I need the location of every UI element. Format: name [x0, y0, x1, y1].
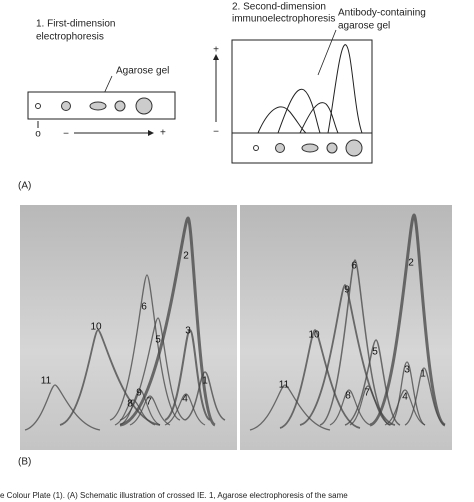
peak-label: 8: [345, 391, 351, 402]
peak-label: 10: [90, 322, 102, 333]
peak-label: 2: [408, 258, 414, 269]
peak-label: 6: [141, 302, 147, 313]
axis-minus: −: [213, 127, 219, 138]
panel-label: (A): [18, 181, 31, 192]
gel-photo: [240, 205, 452, 450]
peak-label: 9: [136, 388, 142, 399]
well: [253, 145, 259, 151]
step2-line: 2. Second-dimension: [232, 2, 326, 13]
precipitate-arc: [164, 328, 211, 421]
peak-label: 1: [202, 376, 208, 387]
spot: [301, 143, 319, 153]
spot: [275, 143, 285, 153]
peak-label: 5: [372, 347, 378, 358]
gel-photo: [20, 205, 237, 450]
peak-label: 8: [127, 399, 133, 410]
pointer: [317, 29, 337, 76]
spot: [326, 142, 338, 154]
peak-label: 5: [155, 335, 161, 346]
precipitate-arc: [164, 393, 206, 426]
precipitate-arc: [119, 317, 186, 421]
minus-label: −: [63, 129, 69, 140]
spot: [114, 100, 126, 112]
peak-label: 11: [41, 376, 52, 387]
spot: [345, 139, 363, 157]
peak-label: 3: [404, 365, 410, 376]
step1-line: electrophoresis: [36, 32, 104, 43]
peak-label: 11: [279, 380, 290, 391]
origin-label: o: [35, 129, 41, 140]
caption: e Colour Plate (1). (A) Schematic illust…: [0, 491, 348, 500]
precipitate-arc: [384, 389, 426, 426]
precipitate: [327, 44, 363, 134]
precipitate-arc: [404, 367, 446, 426]
precipitate-arc: [319, 259, 391, 426]
precipitate-arc: [24, 384, 101, 431]
left-peak-labels: 2 3 1 6 5 10 11 9 8 7 4: [41, 251, 208, 410]
panel-a-step2: 2. Second-dimension immunoelectrophoresi…: [213, 2, 426, 164]
axis-plus: +: [213, 45, 219, 56]
precipitate-arc: [114, 399, 156, 426]
antibody-line: Antibody-containing: [338, 8, 426, 19]
step1-line: 1. First-dimension: [36, 19, 115, 30]
precipitate: [257, 106, 307, 134]
precipitate-arcs: [24, 213, 446, 431]
well: [35, 103, 41, 109]
antibody-line: agarose gel: [338, 21, 390, 32]
precipitate-arc: [349, 385, 391, 426]
precipitate-arc: [329, 389, 371, 426]
peak-label: 1: [420, 369, 426, 380]
precipitate-arc: [344, 339, 401, 426]
peak-label: 6: [351, 261, 357, 272]
peak-label: 7: [364, 388, 370, 399]
arrow-head: [213, 54, 219, 60]
precipitate-arc: [129, 395, 171, 426]
precipitate-arc: [119, 216, 217, 427]
peak-label: 7: [146, 397, 152, 408]
peak-label: 3: [185, 326, 191, 337]
panel-label: (B): [18, 457, 31, 468]
spot: [61, 101, 71, 111]
precipitate: [299, 102, 339, 134]
spot: [89, 101, 107, 111]
plus-label: +: [160, 128, 166, 139]
peak-label: 4: [182, 394, 188, 405]
gel-frame: [231, 39, 373, 133]
right-peak-labels: 2 6 9 10 5 3 1 11 8 7 4: [279, 258, 426, 403]
peak-label: 2: [183, 251, 189, 262]
precipitate-arc: [389, 361, 426, 426]
spot: [135, 97, 153, 115]
peak-label: 10: [308, 330, 320, 341]
panel-a-step1: 1. First-dimension electrophoresis Agaro…: [27, 19, 176, 140]
peak-label: 9: [344, 285, 350, 296]
agarose-label: Agarose gel: [116, 66, 169, 77]
precipitate-arc: [59, 329, 161, 426]
precipitate: [277, 88, 321, 134]
precipitate-arc: [249, 384, 331, 431]
precipitate-arc: [119, 389, 161, 426]
precipitate-arc: [369, 213, 446, 427]
precipitate-arc: [109, 274, 181, 421]
step2-line: immunoelectrophoresis: [232, 14, 335, 25]
peak-label: 4: [402, 392, 408, 403]
arrow-head: [148, 130, 154, 136]
